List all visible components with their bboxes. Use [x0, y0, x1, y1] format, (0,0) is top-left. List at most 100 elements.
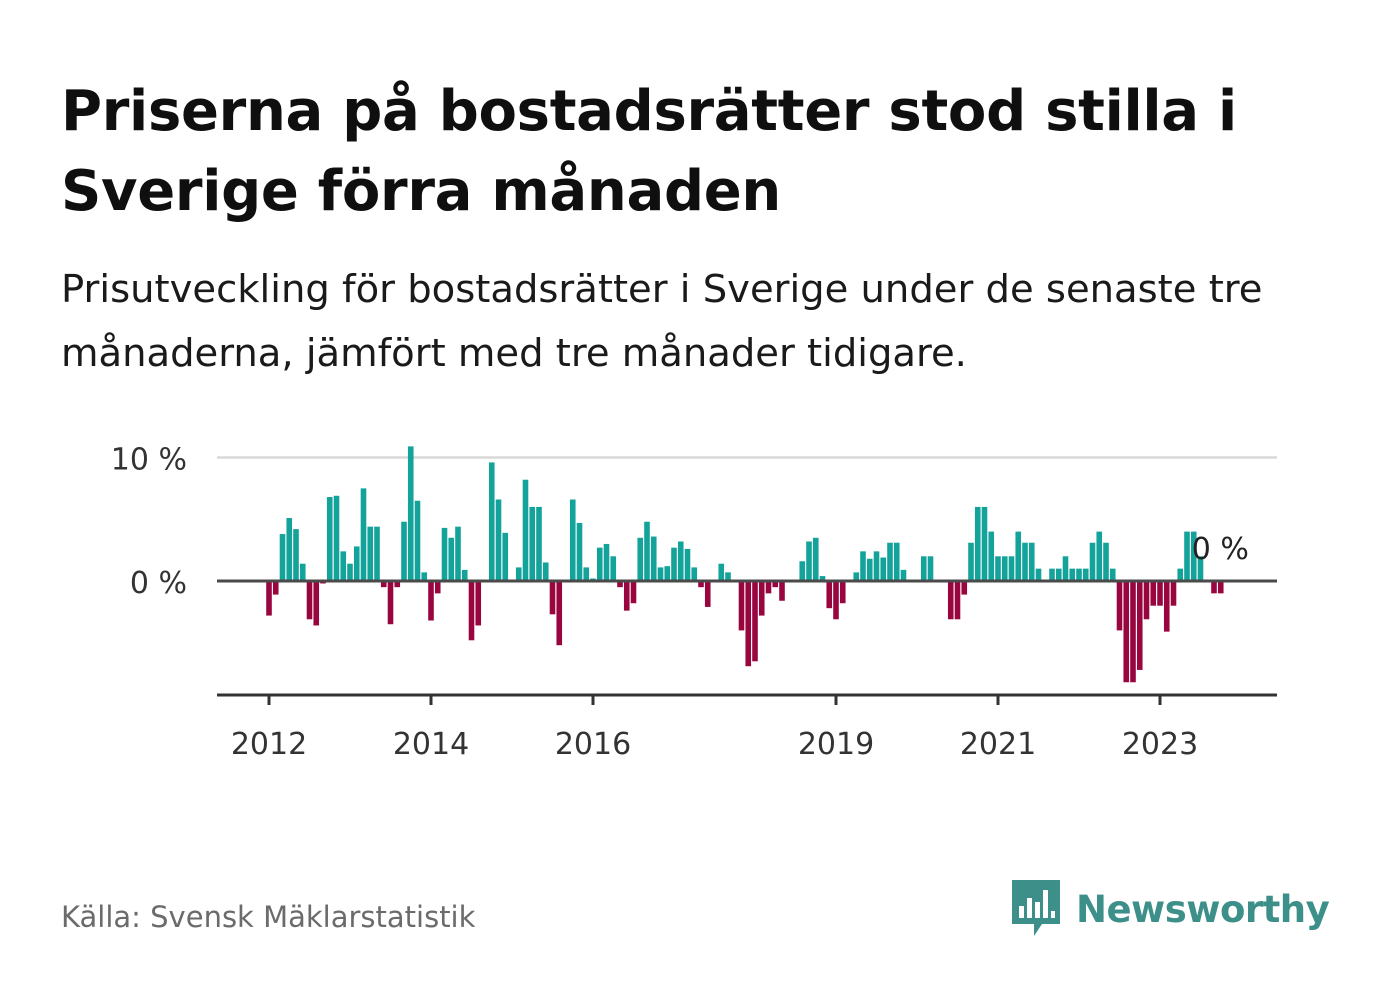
bar — [279, 534, 286, 581]
y-tick-label: 10 % — [111, 443, 187, 478]
chart-subtitle: Prisutveckling för bostadsrätter i Sveri… — [61, 267, 1263, 376]
bar — [617, 581, 623, 588]
bar — [1130, 581, 1136, 683]
bar — [333, 495, 340, 581]
bar — [1008, 556, 1015, 581]
bar — [326, 497, 333, 581]
bar — [340, 551, 347, 581]
bar — [1211, 581, 1217, 594]
bar — [833, 581, 839, 620]
bar — [968, 542, 974, 581]
bar — [394, 581, 401, 588]
logo-wordmark: Newsworthy — [1076, 887, 1330, 931]
bar — [772, 581, 779, 588]
bar — [866, 558, 873, 581]
bar — [819, 576, 826, 581]
bar — [495, 499, 502, 581]
x-tick-label: 2019 — [798, 727, 874, 762]
bar — [360, 488, 367, 582]
bar — [434, 581, 441, 594]
bar — [293, 529, 299, 581]
bar — [1157, 581, 1163, 606]
bar — [1217, 581, 1224, 594]
bar — [671, 547, 677, 581]
bar — [1028, 542, 1035, 581]
bar — [1062, 556, 1069, 581]
bar — [1022, 542, 1028, 581]
bar — [1109, 568, 1116, 581]
bar — [488, 462, 495, 581]
bar — [610, 556, 617, 581]
bar — [353, 546, 360, 581]
bar — [1049, 568, 1055, 581]
bar — [954, 581, 961, 620]
source-note: Källa: Svensk Mäklarstatistik — [61, 900, 476, 934]
bar — [1163, 581, 1170, 632]
bar — [266, 581, 272, 616]
bar — [887, 542, 893, 581]
bar — [549, 581, 556, 615]
bar — [664, 566, 671, 581]
bar — [603, 543, 610, 581]
bar — [738, 581, 745, 631]
bar — [900, 569, 907, 581]
bar — [1069, 568, 1076, 581]
bar — [468, 581, 475, 641]
bar — [1103, 542, 1109, 581]
bar — [752, 581, 758, 662]
bar — [515, 567, 522, 581]
bar — [441, 527, 448, 581]
bar — [1089, 542, 1096, 581]
bar — [502, 532, 509, 581]
bar — [826, 581, 833, 609]
bar — [448, 537, 455, 581]
bar — [556, 581, 563, 646]
bar — [299, 563, 306, 581]
bar — [596, 547, 603, 581]
price-change-bar-chart: 10 % 0 % 2012 2014 2016 2019 2021 2023 0 % — [111, 443, 1277, 763]
bar — [812, 537, 819, 581]
bar — [691, 567, 698, 581]
bar — [893, 542, 900, 581]
bar — [927, 556, 934, 581]
bar — [684, 548, 691, 581]
bar — [644, 521, 650, 581]
bar — [1035, 568, 1042, 581]
labels-layer: 10 % 0 % 2012 2014 2016 2019 2021 2023 0 % — [111, 443, 1249, 763]
bar — [401, 521, 407, 581]
bar — [630, 581, 637, 604]
bar — [920, 556, 927, 581]
bar — [387, 581, 394, 625]
x-tick-label: 2012 — [231, 727, 307, 762]
bar — [725, 572, 731, 581]
x-tick-label: 2016 — [555, 727, 631, 762]
x-tick-label: 2021 — [960, 727, 1036, 762]
bar — [407, 446, 414, 581]
bars-layer — [266, 446, 1224, 683]
bar — [1177, 568, 1184, 581]
bar — [839, 581, 846, 604]
bar — [988, 531, 995, 581]
bar — [414, 500, 421, 581]
bar — [1170, 581, 1177, 606]
page-title: Priserna på bostadsrätter stod stilla i … — [61, 79, 1237, 224]
bar — [569, 499, 576, 581]
bar — [1143, 581, 1150, 620]
bar — [286, 518, 293, 581]
bar — [1123, 581, 1130, 683]
bar — [799, 561, 806, 581]
axis-layer — [217, 579, 1277, 705]
bar — [698, 581, 704, 588]
bar-chart-speech-bubble-icon — [1012, 880, 1060, 936]
bar — [1116, 581, 1123, 631]
bar — [455, 526, 461, 581]
bar — [380, 581, 387, 588]
bar — [853, 572, 860, 581]
bar — [1096, 531, 1103, 581]
bar — [981, 506, 988, 581]
bar — [880, 557, 887, 581]
x-tick-label: 2023 — [1122, 727, 1198, 762]
bar — [1150, 581, 1157, 606]
bar — [718, 563, 725, 581]
bar — [272, 581, 279, 595]
